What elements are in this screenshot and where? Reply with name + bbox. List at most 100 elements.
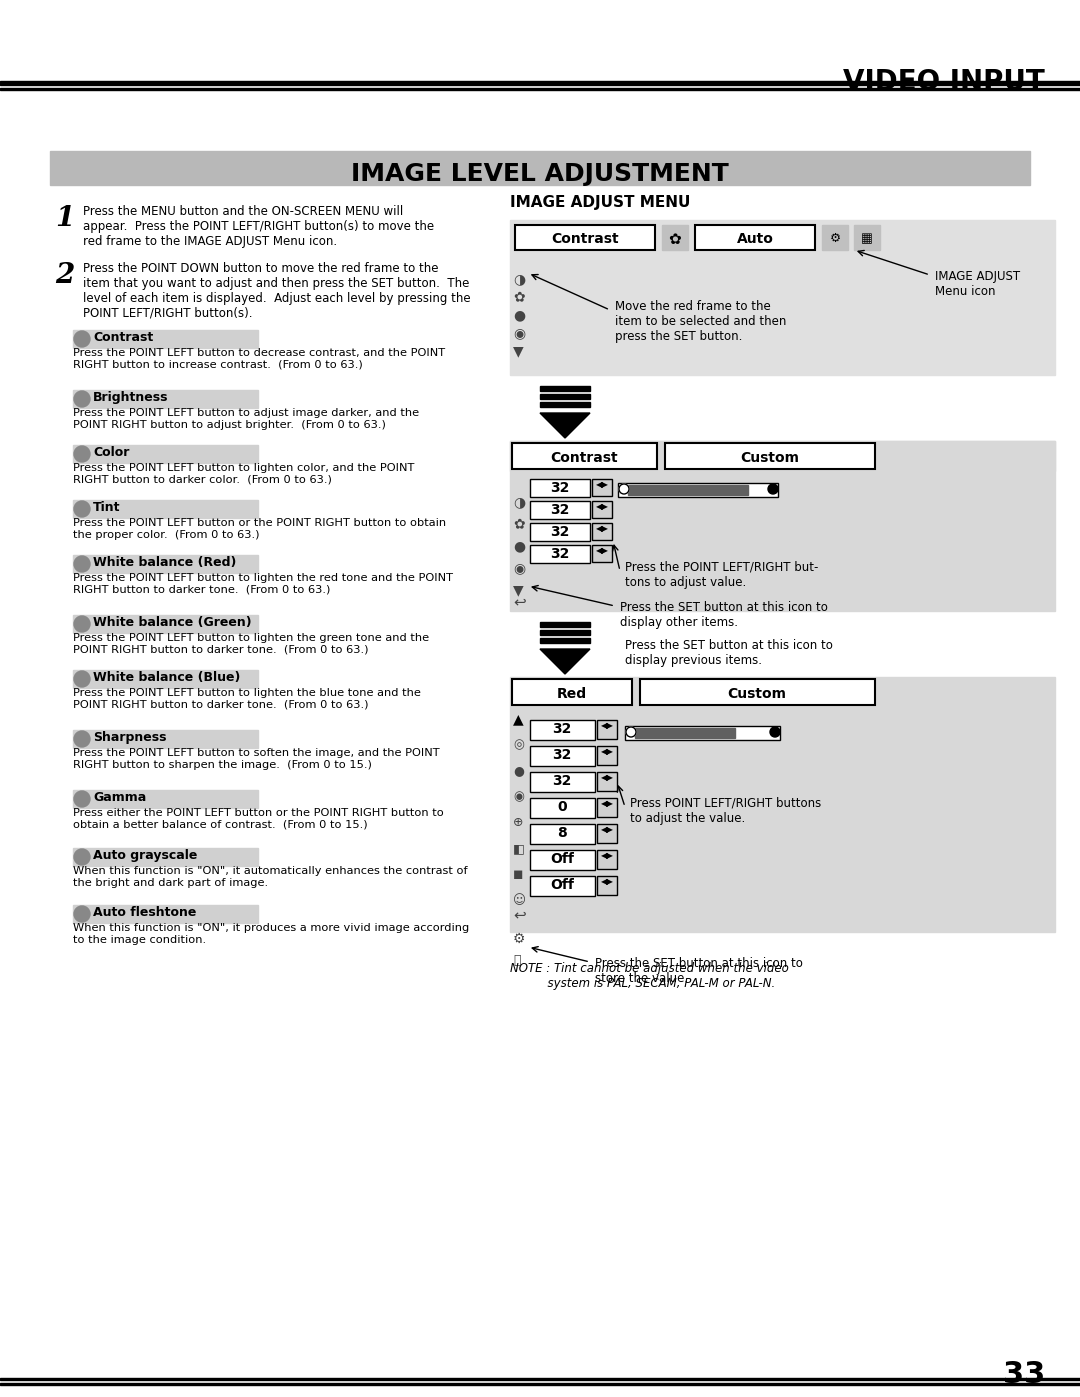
FancyBboxPatch shape (530, 545, 590, 563)
Text: Press the SET button at this icon to
display other items.: Press the SET button at this icon to dis… (620, 601, 828, 629)
Text: ◎: ◎ (513, 738, 524, 752)
Text: ◉: ◉ (513, 562, 525, 576)
Text: Press the POINT LEFT button or the POINT RIGHT button to obtain
the proper color: Press the POINT LEFT button or the POINT… (73, 518, 446, 539)
Text: ◀▶: ◀▶ (600, 877, 613, 886)
Circle shape (75, 502, 90, 517)
Text: ▦: ▦ (861, 232, 873, 244)
Text: IMAGE ADJUST
Menu icon: IMAGE ADJUST Menu icon (935, 270, 1021, 298)
Text: ✿: ✿ (513, 291, 525, 305)
Bar (73, 330, 258, 348)
Text: Contrast: Contrast (551, 232, 619, 246)
Bar (73, 848, 258, 866)
Bar (540, 402, 590, 407)
Text: 32: 32 (551, 503, 569, 517)
Text: Auto grayscale: Auto grayscale (93, 849, 198, 862)
FancyBboxPatch shape (592, 545, 612, 562)
Text: 1: 1 (55, 205, 75, 232)
Bar (540, 622, 590, 627)
Text: ⚙: ⚙ (513, 932, 526, 946)
Circle shape (75, 731, 90, 747)
FancyBboxPatch shape (597, 798, 617, 817)
FancyBboxPatch shape (512, 443, 657, 469)
Polygon shape (540, 414, 590, 439)
Text: Press the SET button at this icon to
display previous items.: Press the SET button at this icon to dis… (625, 638, 833, 666)
Circle shape (75, 849, 90, 865)
Text: When this function is "ON", it automatically enhances the contrast of
the bright: When this function is "ON", it automatic… (73, 866, 468, 887)
Text: ◑: ◑ (513, 495, 525, 509)
Circle shape (75, 556, 90, 571)
Text: ◑: ◑ (513, 272, 525, 286)
Text: Press the POINT LEFT button to lighten the green tone and the
POINT RIGHT button: Press the POINT LEFT button to lighten t… (73, 633, 429, 655)
Text: Off: Off (550, 852, 573, 866)
FancyBboxPatch shape (696, 225, 815, 250)
Text: ▼: ▼ (513, 583, 524, 597)
Text: Contrast: Contrast (93, 331, 153, 344)
FancyBboxPatch shape (530, 719, 595, 740)
Bar (510, 441, 1055, 471)
Text: ●: ● (513, 539, 525, 553)
Text: 32: 32 (552, 774, 571, 788)
Text: Gamma: Gamma (93, 791, 146, 805)
FancyBboxPatch shape (597, 719, 617, 739)
Text: IMAGE LEVEL ADJUSTMENT: IMAGE LEVEL ADJUSTMENT (351, 162, 729, 186)
Text: 2: 2 (55, 263, 75, 289)
Text: ◀▶: ◀▶ (600, 799, 613, 807)
FancyBboxPatch shape (625, 726, 780, 740)
Bar (822, 225, 848, 250)
Circle shape (75, 446, 90, 462)
Circle shape (75, 616, 90, 631)
FancyBboxPatch shape (515, 225, 654, 250)
Text: ●: ● (513, 307, 525, 321)
Text: ▲: ▲ (513, 712, 524, 726)
FancyBboxPatch shape (530, 798, 595, 819)
Text: Tint: Tint (93, 502, 121, 514)
FancyBboxPatch shape (530, 773, 595, 792)
FancyBboxPatch shape (530, 849, 595, 870)
Text: White balance (Blue): White balance (Blue) (93, 671, 241, 685)
Text: Press the POINT LEFT button to lighten the blue tone and the
POINT RIGHT button : Press the POINT LEFT button to lighten t… (73, 687, 421, 710)
Bar (662, 225, 688, 250)
Text: Move the red frame to the
item to be selected and then
press the SET button.: Move the red frame to the item to be sel… (615, 300, 786, 344)
Text: Custom: Custom (728, 687, 786, 701)
Bar (0, 88, 1080, 89)
Text: Press the POINT LEFT button to lighten the red tone and the POINT
RIGHT button t: Press the POINT LEFT button to lighten t… (73, 573, 453, 595)
Bar (0, 81, 1080, 85)
FancyBboxPatch shape (512, 679, 632, 705)
Text: Press the POINT LEFT button to soften the image, and the POINT
RIGHT button to s: Press the POINT LEFT button to soften th… (73, 747, 440, 770)
Bar (73, 446, 258, 462)
Text: ▼: ▼ (513, 344, 524, 358)
Text: Press the POINT DOWN button to move the red frame to the
item that you want to a: Press the POINT DOWN button to move the … (83, 263, 471, 320)
FancyBboxPatch shape (597, 746, 617, 766)
FancyBboxPatch shape (592, 479, 612, 496)
Text: Press the MENU button and the ON-SCREEN MENU will
appear.  Press the POINT LEFT/: Press the MENU button and the ON-SCREEN … (83, 205, 434, 249)
Text: Contrast: Contrast (550, 451, 618, 465)
Bar (854, 225, 880, 250)
Text: Press either the POINT LEFT button or the POINT RIGHT button to
obtain a better : Press either the POINT LEFT button or th… (73, 807, 444, 830)
Text: Off: Off (550, 877, 573, 893)
Bar (73, 789, 258, 807)
Text: White balance (Green): White balance (Green) (93, 616, 252, 629)
Text: Press the SET button at this icon to
store the value.: Press the SET button at this icon to sto… (595, 957, 802, 985)
FancyBboxPatch shape (618, 483, 778, 497)
Text: 32: 32 (552, 722, 571, 736)
Text: 32: 32 (551, 548, 569, 562)
Circle shape (75, 907, 90, 922)
Text: ◀▶: ◀▶ (600, 826, 613, 834)
Text: When this function is "ON", it produces a more vivid image according
to the imag: When this function is "ON", it produces … (73, 923, 469, 944)
Text: Red: Red (557, 687, 588, 701)
Text: ◉: ◉ (513, 789, 524, 803)
Text: 8: 8 (557, 826, 567, 840)
Bar (510, 678, 1055, 932)
FancyBboxPatch shape (597, 773, 617, 791)
Text: 33: 33 (1002, 1361, 1045, 1389)
Text: ◀▶: ◀▶ (595, 524, 608, 534)
Text: ◀▶: ◀▶ (595, 546, 608, 555)
FancyBboxPatch shape (530, 746, 595, 766)
FancyBboxPatch shape (597, 876, 617, 895)
Text: ◧: ◧ (513, 842, 525, 855)
Text: Color: Color (93, 446, 130, 460)
Text: 32: 32 (551, 481, 569, 495)
Bar (540, 630, 590, 636)
Text: 💾: 💾 (513, 954, 521, 967)
Text: ◉: ◉ (513, 326, 525, 339)
